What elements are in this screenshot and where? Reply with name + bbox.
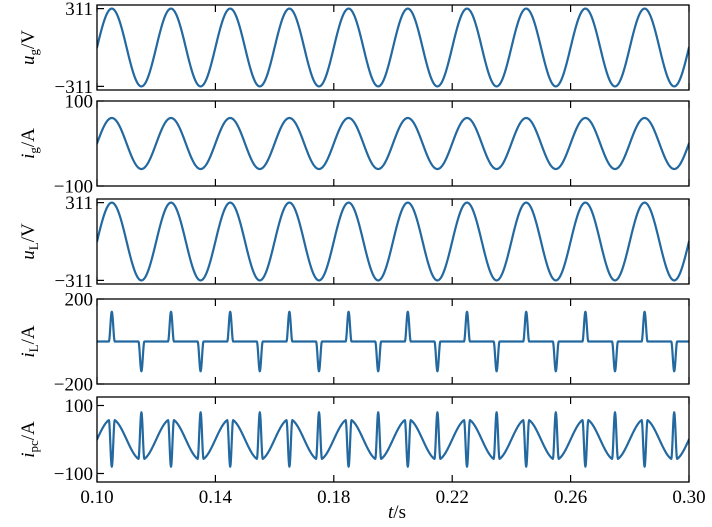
trace-ug bbox=[97, 7, 689, 88]
y-axis-label-subscript: g bbox=[26, 49, 41, 56]
trace-ig bbox=[97, 116, 689, 171]
trace-uL bbox=[97, 201, 689, 282]
y-axis-label-iL: iL/A bbox=[18, 325, 41, 358]
y-axis-label-uL: uL/V bbox=[18, 223, 41, 260]
y-tick-label-ipc: 100 bbox=[65, 396, 94, 417]
panel-ipc: 100 −100 ipc/A bbox=[18, 396, 690, 485]
x-axis-label: t/s bbox=[388, 502, 406, 523]
y-tick-label-uL: 311 bbox=[65, 193, 93, 214]
x-tick-label: 0.18 bbox=[317, 487, 350, 508]
x-axis: 0.10 0.14 0.18 0.22 0.26 0.30 t/s bbox=[80, 487, 705, 523]
panel-frame-ipc bbox=[96, 396, 690, 483]
x-axis-label-symbol: t bbox=[388, 502, 394, 523]
panel-frame-iL bbox=[96, 298, 690, 385]
y-axis-label-unit: /A bbox=[18, 128, 39, 147]
y-tick-label-iL: 200 bbox=[65, 290, 94, 311]
y-axis-label-symbol: u bbox=[18, 56, 39, 66]
panel-frame-uL bbox=[96, 198, 690, 285]
trace-ipc bbox=[97, 411, 689, 468]
y-axis-label-subscript: pc bbox=[26, 440, 41, 453]
trace-iL bbox=[97, 310, 689, 373]
y-axis-label-ug: ug/V bbox=[18, 30, 41, 65]
x-tick-label: 0.30 bbox=[672, 487, 705, 508]
y-tick-label-ig: 100 bbox=[65, 92, 94, 113]
y-axis-label-symbol: i bbox=[18, 352, 39, 357]
x-tick-label: 0.22 bbox=[436, 487, 469, 508]
y-axis-label-symbol: i bbox=[18, 453, 39, 458]
x-tick-label: 0.10 bbox=[80, 487, 113, 508]
y-axis-label-symbol: u bbox=[18, 250, 39, 260]
y-axis-label-subscript: L bbox=[26, 242, 41, 250]
y-axis-label-unit: /A bbox=[18, 325, 39, 344]
y-axis-label-ig: ig/A bbox=[18, 128, 41, 159]
y-axis-label-unit: /V bbox=[18, 223, 39, 242]
y-tick-label-ug: 311 bbox=[65, 0, 93, 20]
y-tick-label-uL: −311 bbox=[54, 271, 93, 292]
y-tick-label-ipc: −100 bbox=[54, 464, 93, 485]
y-tick-label-iL: −200 bbox=[54, 375, 93, 396]
x-tick-label: 0.26 bbox=[554, 487, 587, 508]
y-axis-label-unit: /V bbox=[18, 30, 39, 49]
panel-ug: 311 −311 ug/V bbox=[18, 0, 690, 98]
y-tick-label-ug: −311 bbox=[54, 77, 93, 98]
panel-frame-ig bbox=[96, 100, 690, 187]
y-tick-label-ig: −100 bbox=[54, 177, 93, 198]
x-axis-label-unit: /s bbox=[393, 502, 406, 523]
x-tick-labels: 0.10 0.14 0.18 0.22 0.26 0.30 bbox=[80, 487, 705, 508]
panel-ig: 100 −100 ig/A bbox=[18, 92, 690, 198]
panel-frame-ug bbox=[96, 4, 690, 91]
panel-iL: 200 −200 iL/A bbox=[18, 290, 690, 396]
y-axis-label-subscript: L bbox=[26, 344, 41, 352]
y-axis-label-unit: /A bbox=[18, 421, 39, 440]
x-tick-label: 0.14 bbox=[199, 487, 233, 508]
y-axis-label-subscript: g bbox=[26, 147, 41, 154]
y-axis-label-ipc: ipc/A bbox=[18, 421, 41, 458]
y-axis-label-symbol: i bbox=[18, 154, 39, 159]
panel-uL: 311 −311 uL/V bbox=[18, 193, 690, 292]
chart-panels: 311−311ug/V100−100ig/A311−311uL/V200−200… bbox=[18, 0, 690, 485]
